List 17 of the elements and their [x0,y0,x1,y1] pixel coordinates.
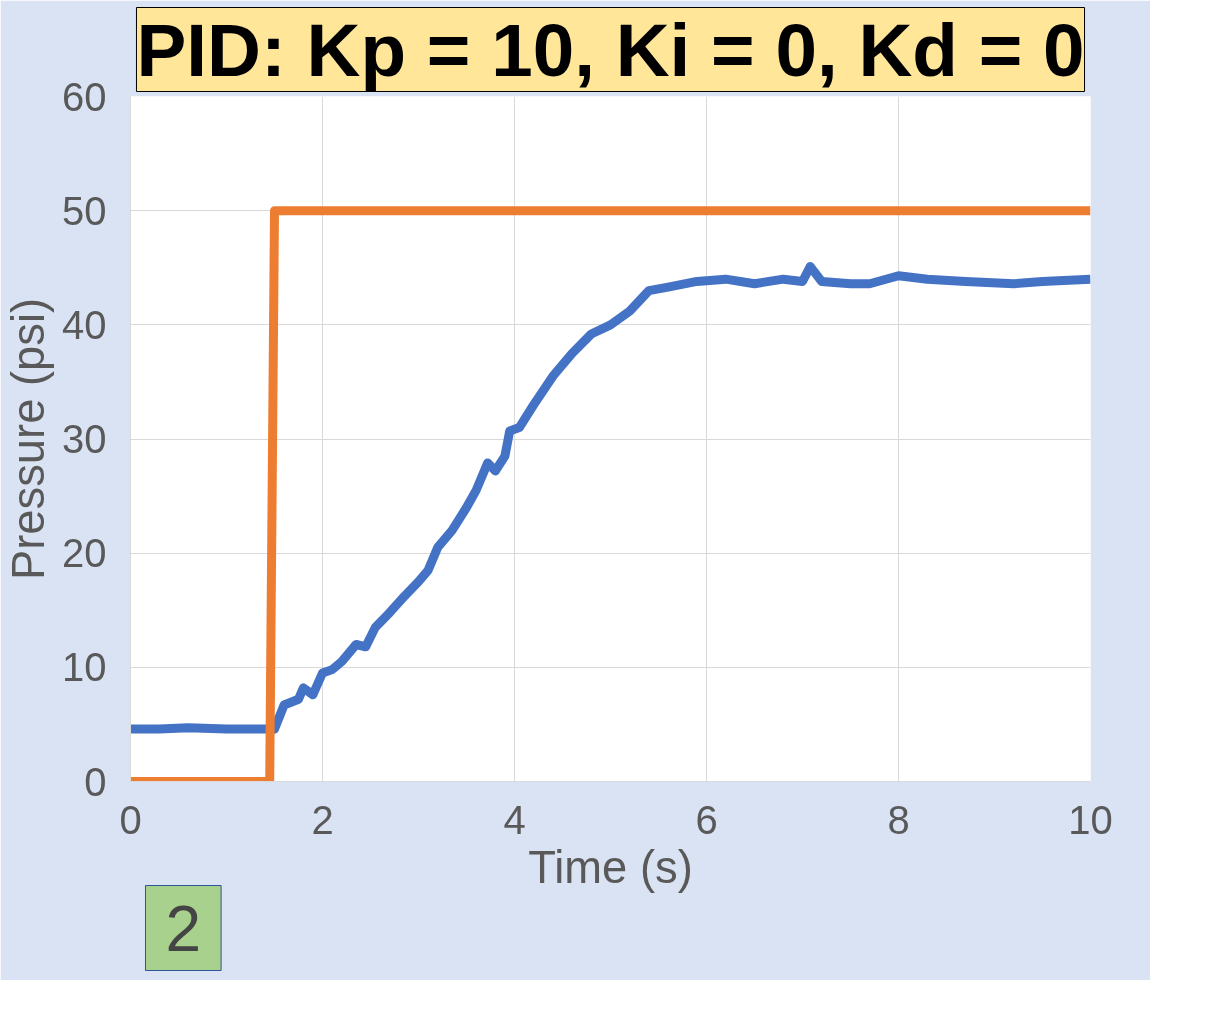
x-tick-label: 8 [887,797,910,842]
x-tick-label: 6 [695,797,718,842]
x-tick-label: 0 [119,797,142,842]
y-axis-title: Pressure (psi) [3,297,55,581]
x-tick-label: 4 [503,797,526,842]
text: 2 [165,892,202,965]
y-tick-label: 50 [62,188,107,233]
y-tick-label: 20 [62,531,107,576]
y-tick-label: 60 [62,74,107,119]
x-tick-label: 2 [311,797,334,842]
chart-title: PID: Kp = 10, Ki = 0, Kd = 0 [136,7,1085,92]
y-tick-label: 0 [84,759,107,804]
y-tick-label: 30 [62,417,107,461]
x-tick-label: 10 [1068,797,1113,842]
y-tick-label: 40 [62,302,107,347]
x-axis-title: Time (s) [528,841,693,893]
y-tick-label: 10 [62,645,107,690]
